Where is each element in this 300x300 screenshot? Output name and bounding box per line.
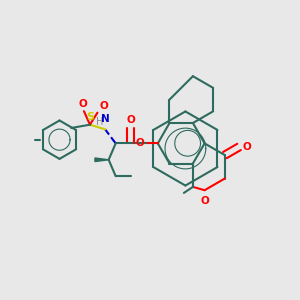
- Text: O: O: [136, 138, 145, 148]
- Text: N: N: [101, 114, 110, 124]
- Text: O: O: [100, 101, 109, 111]
- Text: O: O: [127, 115, 135, 124]
- Polygon shape: [95, 158, 109, 162]
- Text: O: O: [243, 142, 251, 152]
- Text: H: H: [96, 117, 104, 127]
- Text: O: O: [200, 196, 209, 206]
- Text: O: O: [78, 99, 87, 109]
- Text: S: S: [86, 112, 94, 122]
